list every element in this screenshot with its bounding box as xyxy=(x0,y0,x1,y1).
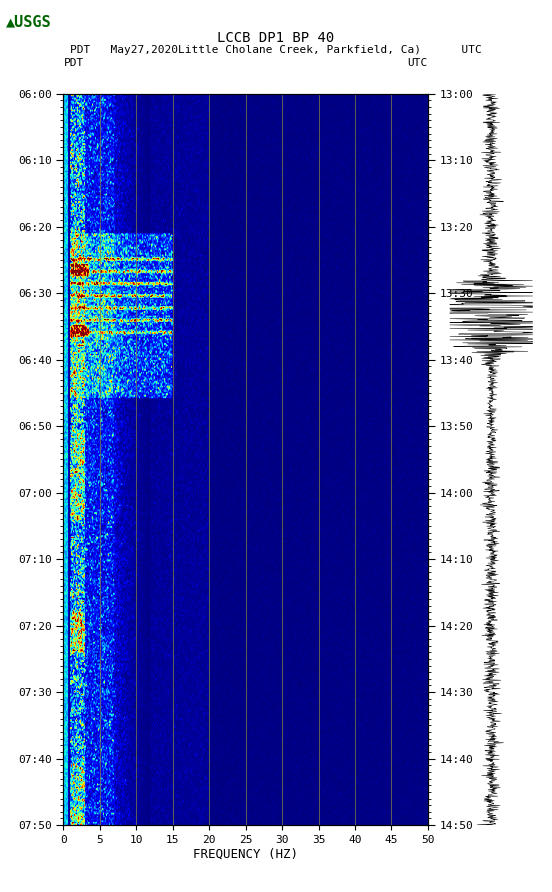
X-axis label: FREQUENCY (HZ): FREQUENCY (HZ) xyxy=(193,847,298,861)
Text: PDT: PDT xyxy=(63,58,84,68)
Text: LCCB DP1 BP 40: LCCB DP1 BP 40 xyxy=(217,31,335,45)
Text: UTC: UTC xyxy=(407,58,428,68)
Text: ▲USGS: ▲USGS xyxy=(6,15,51,29)
Text: PDT   May27,2020Little Cholane Creek, Parkfield, Ca)      UTC: PDT May27,2020Little Cholane Creek, Park… xyxy=(70,45,482,54)
